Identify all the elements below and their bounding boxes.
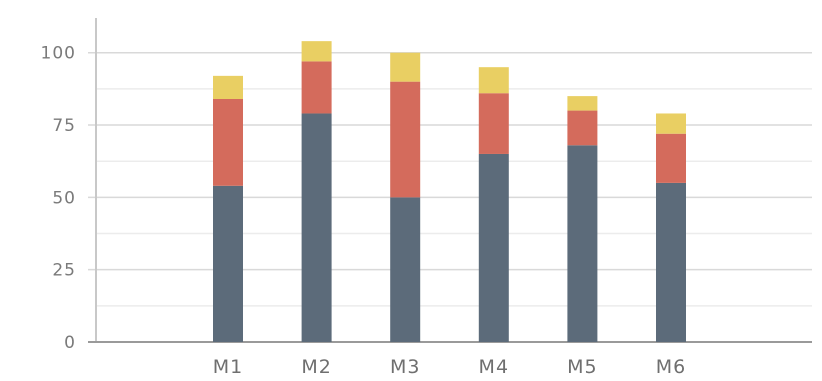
- y-tick-label: 0: [64, 333, 76, 353]
- x-category-label: M5: [567, 356, 597, 378]
- x-category-label: M3: [390, 356, 420, 378]
- bar-segment-M6-series-3: [656, 113, 686, 134]
- y-tick-label: 50: [52, 188, 76, 208]
- axes: [88, 18, 812, 343]
- bar-segment-M2-series-2: [301, 61, 332, 114]
- bar-segment-M3-series-2: [390, 81, 421, 198]
- bars: [213, 41, 686, 342]
- bar-segment-M4-series-3: [478, 67, 509, 94]
- x-category-label: M2: [301, 356, 331, 378]
- y-tick-label: 75: [52, 116, 76, 136]
- bar-segment-M5-series-2: [567, 110, 598, 146]
- grid-lines: [88, 51, 812, 307]
- bar-segment-M4-series-1: [478, 153, 509, 342]
- bar-segment-M6-series-2: [656, 133, 686, 183]
- y-tick-label: 25: [52, 261, 76, 281]
- x-category-label: M1: [213, 356, 243, 378]
- y-tick-label: 100: [41, 44, 76, 64]
- bar-segment-M5-series-1: [567, 145, 598, 342]
- bar-segment-M5-series-3: [567, 96, 598, 111]
- y-tick-labels: 0 25 50 75 100: [41, 44, 76, 353]
- x-category-labels: M1 M2 M3 M4 M5 M6: [213, 356, 686, 378]
- bar-segment-M1-series-1: [213, 185, 243, 342]
- bar-segment-M3-series-1: [390, 197, 421, 342]
- bar-segment-M2-series-1: [301, 113, 332, 342]
- bar-segment-M6-series-1: [656, 182, 686, 342]
- bar-segment-M3-series-3: [390, 52, 421, 82]
- bar-segment-M1-series-2: [213, 99, 243, 186]
- x-category-label: M4: [479, 356, 509, 378]
- x-category-label: M6: [656, 356, 686, 378]
- bar-segment-M1-series-3: [213, 75, 243, 99]
- bar-segment-M2-series-3: [301, 41, 332, 62]
- bar-segment-M4-series-2: [478, 93, 509, 154]
